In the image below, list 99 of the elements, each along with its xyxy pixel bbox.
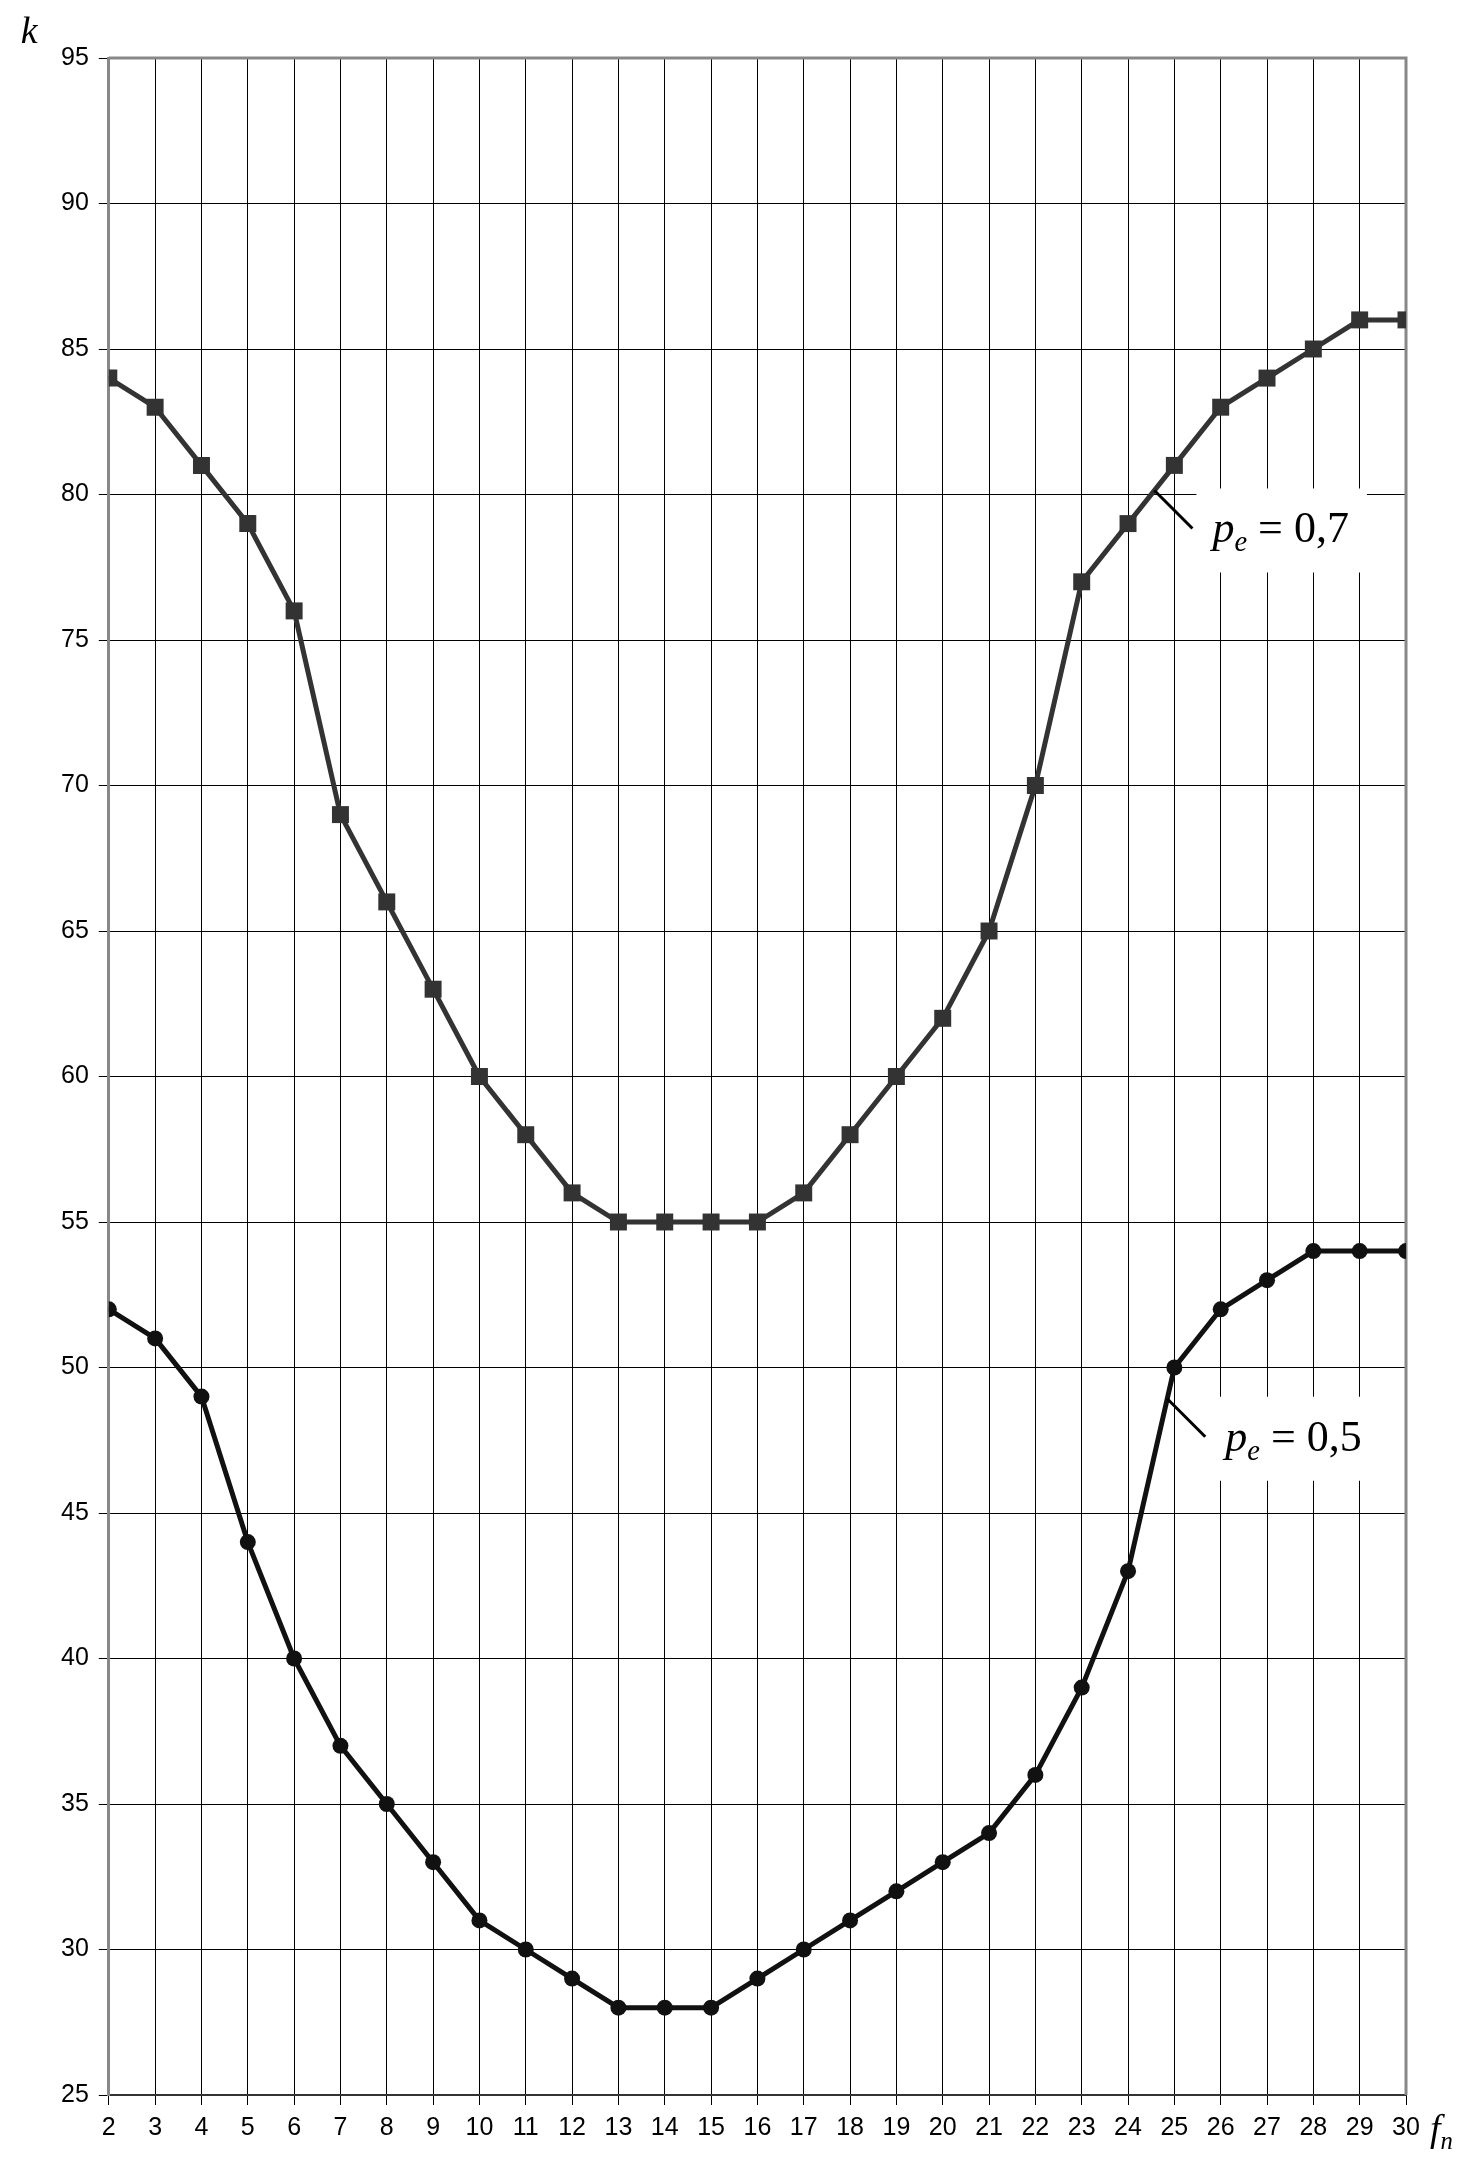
point (192, 456, 210, 474)
point (702, 1213, 720, 1231)
point (1073, 1679, 1090, 1696)
point (934, 1009, 952, 1027)
point (749, 1970, 766, 1987)
point (146, 398, 164, 416)
point (1259, 1272, 1276, 1289)
point (1027, 1766, 1044, 1783)
point (147, 1330, 164, 1347)
point (1351, 1243, 1368, 1260)
x-tick-label: 30 (1392, 2111, 1420, 2140)
point (1351, 311, 1369, 329)
point (425, 1854, 442, 1871)
point (609, 1213, 627, 1231)
x-tick-label: 29 (1345, 2111, 1374, 2140)
y-tick-label: 35 (61, 1787, 89, 1816)
point (517, 1126, 535, 1144)
x-tick-label: 27 (1253, 2111, 1281, 2140)
point (981, 1825, 998, 1842)
point (193, 1388, 210, 1405)
x-tick-label: 13 (604, 2111, 633, 2140)
y-axis-title: k (20, 9, 39, 51)
point (332, 1737, 349, 1754)
point (1305, 1243, 1322, 1260)
point (841, 1126, 859, 1144)
y-tick-label: 65 (61, 914, 89, 943)
point (563, 1184, 581, 1202)
x-tick-label: 26 (1206, 2111, 1235, 2140)
point (1120, 1563, 1137, 1580)
point (286, 1650, 303, 1667)
x-tick-label: 24 (1114, 2111, 1143, 2140)
y-tick-label: 30 (61, 1933, 89, 1962)
x-tick-label: 11 (512, 2111, 539, 2140)
x-tick-label: 8 (379, 2111, 394, 2140)
point (1212, 398, 1230, 416)
point (934, 1854, 951, 1871)
x-tick-label: 17 (789, 2111, 818, 2140)
x-tick-label: 20 (928, 2111, 957, 2140)
point (1212, 1301, 1229, 1318)
y-tick-label: 40 (61, 1642, 89, 1671)
point (656, 1213, 674, 1231)
x-tick-label: 6 (287, 2111, 302, 2140)
point (980, 922, 998, 940)
x-tick-label: 25 (1160, 2111, 1189, 2140)
point (748, 1213, 766, 1231)
point (239, 1534, 256, 1551)
x-tick-label: 4 (194, 2111, 209, 2140)
point (1165, 456, 1183, 474)
point (331, 806, 349, 824)
y-tick-label: 60 (61, 1060, 89, 1089)
point (610, 1999, 627, 2016)
y-tick-label: 55 (61, 1205, 89, 1234)
y-tick-label: 45 (61, 1496, 89, 1525)
point (564, 1970, 581, 1987)
point (1166, 1359, 1183, 1376)
point (1073, 573, 1091, 591)
point (1026, 777, 1044, 794)
point (1258, 369, 1276, 387)
y-tick-label: 70 (61, 769, 89, 798)
x-tick-label: 5 (240, 2111, 255, 2140)
y-tick-label: 50 (61, 1351, 89, 1380)
y-tick-label: 80 (61, 478, 89, 507)
x-tick-label: 21 (975, 2111, 1003, 2140)
y-tick-label: 95 (61, 41, 89, 70)
point (470, 1068, 488, 1085)
x-tick-label: 14 (650, 2111, 679, 2140)
x-tick-label: 2 (101, 2111, 116, 2140)
point (517, 1941, 534, 1958)
x-tick-label: 15 (697, 2111, 725, 2140)
x-tick-label: 23 (1067, 2111, 1096, 2140)
point (378, 893, 396, 911)
x-tick-label: 16 (743, 2111, 772, 2140)
y-tick-label: 85 (61, 332, 89, 361)
point (842, 1912, 859, 1929)
point (239, 515, 257, 533)
point (471, 1912, 488, 1929)
y-tick-label: 75 (61, 623, 89, 652)
point (1119, 515, 1137, 533)
x-tick-label: 22 (1021, 2111, 1050, 2140)
x-tick-label: 18 (836, 2111, 864, 2140)
y-tick-label: 90 (61, 187, 89, 216)
point (424, 980, 442, 998)
x-tick-label: 7 (333, 2111, 348, 2140)
point (888, 1883, 905, 1900)
point (378, 1796, 395, 1812)
x-tick-label: 12 (558, 2111, 586, 2140)
x-tick-label: 3 (148, 2111, 163, 2140)
x-tick-label: 10 (465, 2111, 494, 2140)
y-tick-label: 25 (61, 2078, 89, 2107)
point (285, 602, 303, 620)
x-tick-label: 19 (882, 2111, 911, 2140)
point (887, 1068, 905, 1085)
x-tick-label: 9 (426, 2111, 441, 2140)
point (795, 1184, 813, 1202)
point (703, 1999, 720, 2016)
point (1304, 340, 1322, 358)
point (795, 1941, 812, 1958)
x-tick-label: 28 (1299, 2111, 1328, 2140)
point (656, 1999, 673, 2016)
